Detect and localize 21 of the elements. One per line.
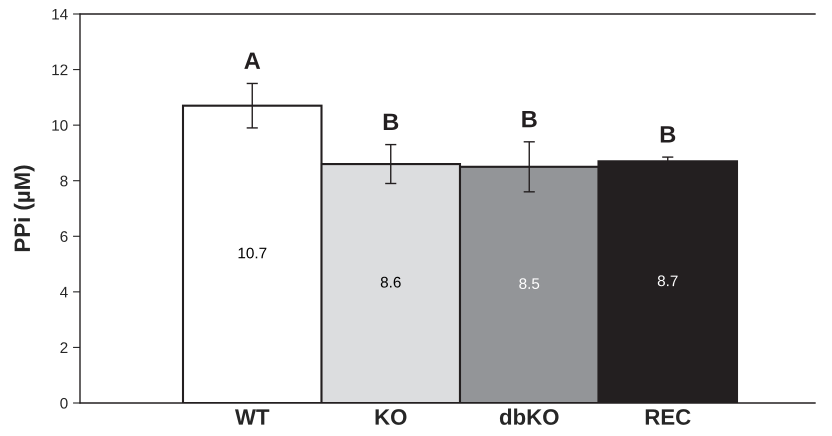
x-tick-label: KO (376, 409, 406, 425)
annotation: B (660, 126, 676, 142)
y-tick-label: 6 (60, 231, 68, 242)
y-axis-title: PPi (µM) (14, 166, 35, 252)
y-tick-label: 0 (60, 398, 68, 409)
y-tick-label: 14 (52, 9, 68, 20)
y-tick-label: 10 (52, 120, 68, 131)
x-tick-label: dbKO (500, 408, 559, 425)
annotation: B (384, 114, 398, 130)
annotation: B (522, 110, 537, 128)
annotation: A (244, 52, 260, 69)
data-label: 8.7 (658, 275, 678, 286)
y-tick-label: 4 (60, 286, 68, 298)
x-tick-label: WT (234, 409, 270, 425)
x-tick-label: REC (646, 409, 691, 425)
y-tick-label: 12 (52, 64, 68, 76)
y-tick-label: 8 (60, 176, 68, 186)
y-tick-label: 2 (60, 342, 68, 353)
data-label: 8.5 (519, 278, 540, 290)
data-label: 8.6 (380, 276, 401, 288)
data-label: 10.7 (238, 248, 266, 258)
